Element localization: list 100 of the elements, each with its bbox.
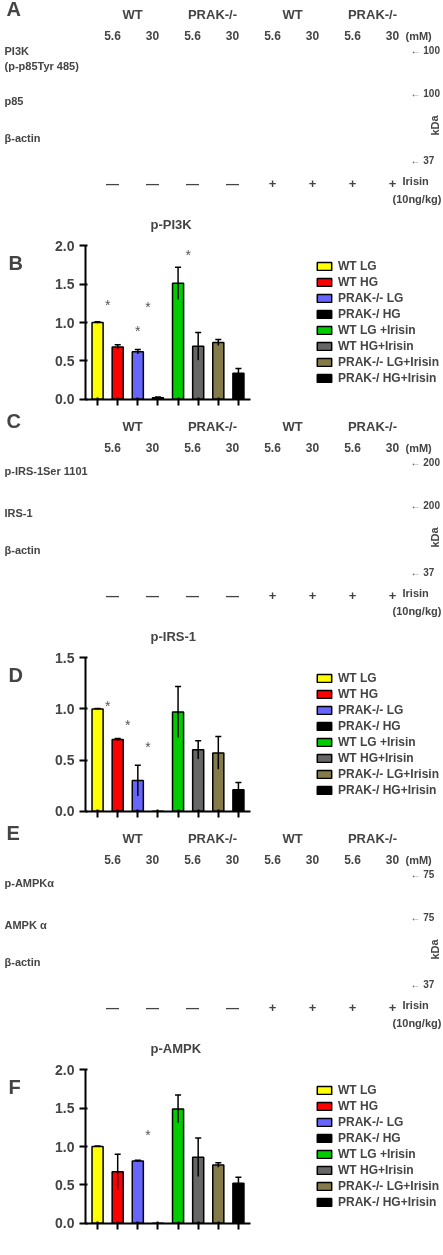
- legend-label: PRAK-/- LG+Irisin: [337, 355, 439, 369]
- text: PRAK-/-: [347, 419, 398, 434]
- annotation: *: [145, 738, 152, 755]
- text: +: [388, 1000, 397, 1015]
- text: —: [106, 176, 119, 191]
- text: β-actin: [4, 131, 41, 144]
- text: ← 100: [410, 45, 441, 56]
- text: 30: [305, 441, 320, 455]
- text: PRAK-/-: [187, 7, 238, 22]
- legend-label: PRAK-/ HG+Irisin: [337, 783, 437, 797]
- text: A: [6, 0, 21, 20]
- y-tick-label: 0.0: [55, 1215, 75, 1232]
- text: 30: [225, 29, 240, 43]
- text: kDa: [428, 938, 441, 960]
- text: (10ng/kg): [392, 1016, 442, 1029]
- text: E: [6, 821, 20, 844]
- y-tick-label: 0.0: [55, 803, 75, 820]
- text: (mM): [405, 29, 433, 42]
- text: +: [268, 588, 277, 603]
- text: p-AMPKα: [4, 876, 55, 889]
- text: 5.6: [264, 29, 282, 43]
- legend-label: WT LG +Irisin: [337, 323, 416, 337]
- text: C: [6, 409, 21, 432]
- text: B: [8, 251, 23, 274]
- text: 5.6: [184, 441, 202, 455]
- annotation: *: [185, 246, 192, 263]
- text: PRAK-/-: [187, 419, 238, 434]
- text: PI3K (p-p85Tyr 485): [4, 45, 80, 72]
- legend-label: WT LG: [337, 259, 377, 273]
- text: WT: [282, 7, 303, 22]
- text: —: [226, 176, 239, 191]
- text: 5.6: [264, 853, 282, 867]
- text: ← 37: [410, 567, 435, 578]
- y-tick-label: 1.0: [55, 700, 75, 717]
- text: ← 37: [410, 155, 435, 166]
- text: +: [388, 176, 397, 191]
- text: 5.6: [104, 441, 122, 455]
- text: +: [348, 1000, 357, 1015]
- text: ← 100: [410, 88, 441, 99]
- text: (mM): [405, 853, 433, 866]
- text: ← 37: [410, 979, 435, 990]
- text: —: [106, 1000, 119, 1015]
- annotation: *: [135, 323, 142, 340]
- text: ← 75: [410, 912, 435, 923]
- text: WT: [282, 831, 303, 846]
- text: WT: [122, 419, 143, 434]
- text: 5.6: [264, 441, 282, 455]
- legend-label: PRAK-/ HG: [337, 719, 401, 733]
- text: +: [308, 1000, 317, 1015]
- text: +: [388, 588, 397, 603]
- annotation: *: [104, 698, 111, 715]
- text: 5.6: [344, 853, 362, 867]
- text: —: [146, 588, 159, 603]
- text: kDa: [428, 114, 441, 136]
- legend-label: WT HG+Irisin: [337, 751, 414, 765]
- text: 30: [305, 29, 320, 43]
- legend-label: PRAK-/- LG+Irisin: [337, 1179, 439, 1193]
- y-tick-label: 1.5: [55, 1100, 75, 1117]
- legend-label: WT LG: [337, 1083, 377, 1097]
- chart-title: p-AMPK: [150, 1040, 202, 1056]
- text: (10ng/kg): [392, 604, 442, 617]
- annotation: *: [125, 717, 132, 734]
- legend-label: PRAK-/ HG+Irisin: [337, 371, 437, 385]
- y-tick-label: 1.5: [55, 276, 75, 293]
- text: IRS-1: [4, 506, 33, 519]
- text: 30: [385, 853, 400, 867]
- text: 30: [145, 441, 160, 455]
- text: D: [8, 663, 23, 686]
- legend-label: PRAK-/- LG: [337, 1115, 404, 1129]
- text: WT: [282, 419, 303, 434]
- text: PRAK-/-: [347, 7, 398, 22]
- text: ← 200: [410, 500, 441, 511]
- text: 5.6: [184, 853, 202, 867]
- text: +: [268, 1000, 277, 1015]
- legend-label: PRAK-/ HG+Irisin: [337, 1195, 437, 1209]
- text: —: [146, 176, 159, 191]
- text: F: [8, 1075, 21, 1098]
- text: p85: [4, 94, 24, 107]
- text: —: [186, 1000, 199, 1015]
- text: β-actin: [4, 955, 41, 968]
- y-tick-label: 0.5: [55, 352, 75, 369]
- text: Irisin: [402, 174, 430, 187]
- legend-label: WT HG+Irisin: [337, 1163, 414, 1177]
- text: +: [348, 176, 357, 191]
- text: β-actin: [4, 543, 41, 556]
- text: 5.6: [104, 853, 122, 867]
- chart-title: p-IRS-1: [150, 628, 196, 644]
- y-tick-label: 2.0: [55, 1061, 75, 1078]
- legend-label: WT LG +Irisin: [337, 1147, 416, 1161]
- legend-label: PRAK-/- LG+Irisin: [337, 767, 439, 781]
- text: +: [268, 176, 277, 191]
- y-tick-label: 1.0: [55, 314, 75, 331]
- text: 5.6: [344, 441, 362, 455]
- text: 30: [145, 29, 160, 43]
- text: —: [186, 588, 199, 603]
- text: (mM): [405, 441, 433, 454]
- text: PRAK-/-: [187, 831, 238, 846]
- text: —: [186, 176, 199, 191]
- text: Irisin: [402, 998, 430, 1011]
- text: +: [308, 588, 317, 603]
